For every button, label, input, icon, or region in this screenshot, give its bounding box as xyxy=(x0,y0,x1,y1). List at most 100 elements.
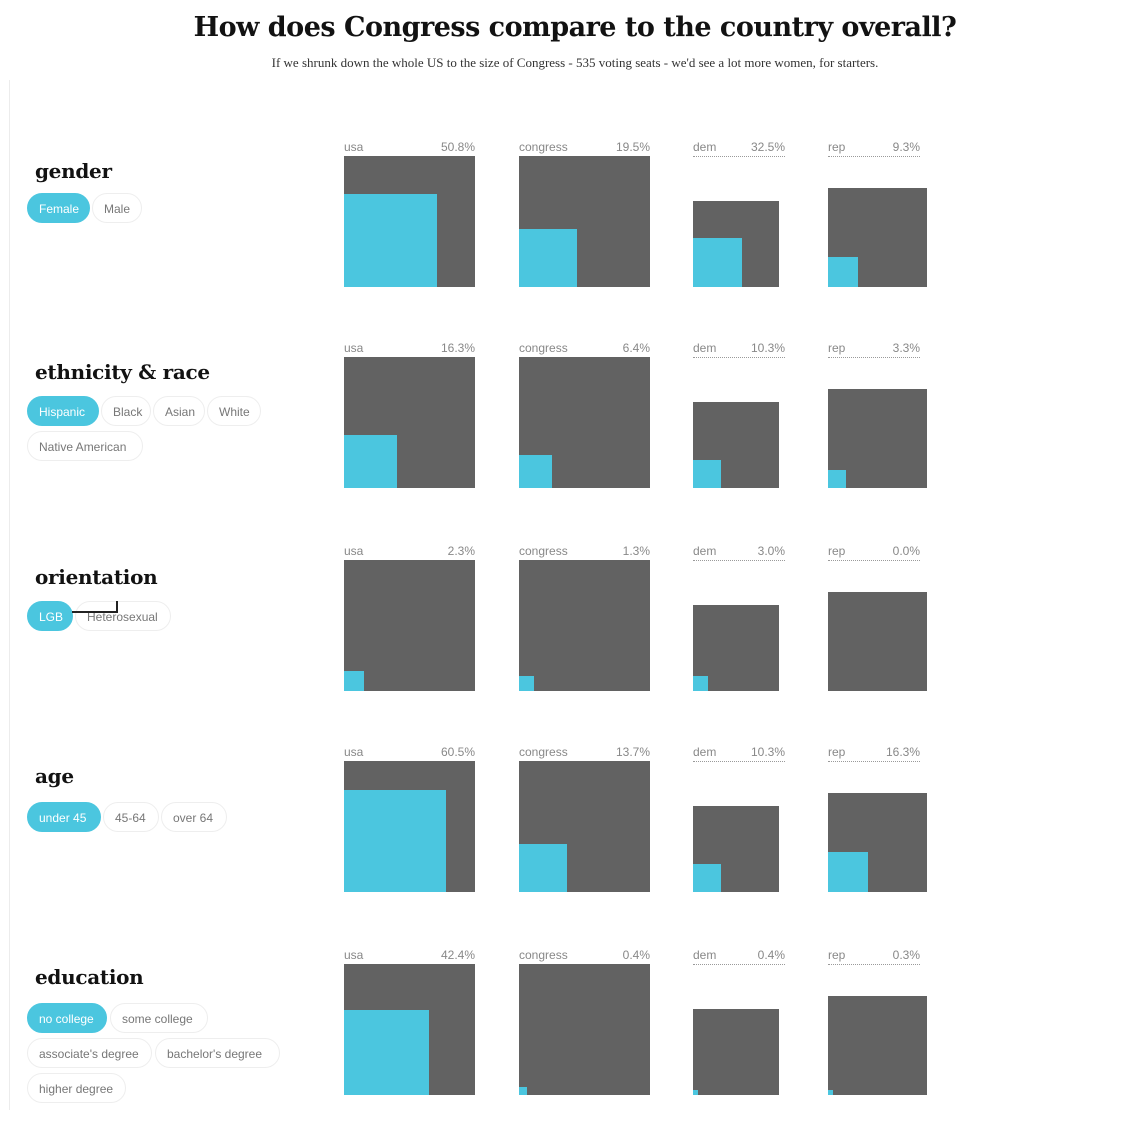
congress-percent-label: 19.5% xyxy=(615,140,650,154)
usa-label: usa xyxy=(344,948,364,962)
page-title: How does Congress compare to the country… xyxy=(193,12,957,43)
dem-square xyxy=(693,806,779,892)
rep-header: rep 9.3% xyxy=(828,138,920,157)
section-age: age under 45 45-64 over 64 usa 60.5% congress 1… xyxy=(0,740,1135,930)
usa-header: usa 42.4% xyxy=(344,946,475,965)
congress-square xyxy=(519,761,650,892)
usa-header: usa 50.8% xyxy=(344,138,475,157)
rep-square xyxy=(828,793,927,892)
option-male[interactable]: Male xyxy=(92,193,142,223)
dem-fill xyxy=(693,864,721,892)
congress-square xyxy=(519,357,650,488)
congress-fill xyxy=(519,454,553,488)
option-native-american[interactable]: Native American xyxy=(27,431,143,461)
option-some-college[interactable]: some college xyxy=(110,1003,208,1033)
dem-header: dem 10.3% xyxy=(693,743,785,762)
option-black[interactable]: Black xyxy=(101,396,151,426)
option-higher-degree[interactable]: higher degree xyxy=(27,1073,126,1103)
congress-label: congress xyxy=(519,948,568,962)
usa-square xyxy=(344,761,475,892)
congress-header: congress 0.4% xyxy=(519,946,650,965)
dem-header: dem 3.0% xyxy=(693,542,785,561)
section-gender: gender Female Male usa 50.8% congress 19.5% dem… xyxy=(0,135,1135,325)
category-label: gender xyxy=(35,159,112,183)
usa-percent-label: 60.5% xyxy=(440,745,475,759)
usa-square xyxy=(344,964,475,1095)
usa-fill xyxy=(344,435,397,488)
congress-fill xyxy=(519,843,568,892)
rep-label: rep xyxy=(828,948,846,962)
dem-fill xyxy=(693,237,743,287)
option-heterosexual[interactable]: Heterosexual xyxy=(75,601,171,631)
usa-label: usa xyxy=(344,341,364,355)
dem-header: dem 10.3% xyxy=(693,339,785,358)
rep-square xyxy=(828,389,927,488)
usa-label: usa xyxy=(344,140,364,154)
rep-percent-label: 0.3% xyxy=(892,948,920,962)
rep-percent-label: 16.3% xyxy=(885,745,920,759)
rep-header: rep 16.3% xyxy=(828,743,920,762)
dem-percent-label: 0.4% xyxy=(757,948,785,962)
congress-header: congress 13.7% xyxy=(519,743,650,762)
usa-header: usa 16.3% xyxy=(344,339,475,358)
option-45-64[interactable]: 45-64 xyxy=(103,802,159,832)
rep-percent-label: 0.0% xyxy=(892,544,920,558)
dem-percent-label: 3.0% xyxy=(757,544,785,558)
rep-fill xyxy=(828,852,868,892)
dem-label: dem xyxy=(693,948,717,962)
option-no-college[interactable]: no college xyxy=(27,1003,107,1033)
usa-header: usa 2.3% xyxy=(344,542,475,561)
option-hispanic[interactable]: Hispanic xyxy=(27,396,99,426)
dem-square xyxy=(693,1009,779,1095)
section-education: education no college some college associate… xyxy=(0,943,1135,1133)
usa-fill xyxy=(344,671,364,691)
usa-percent-label: 42.4% xyxy=(440,948,475,962)
rep-fill xyxy=(828,1089,834,1095)
option-white[interactable]: White xyxy=(207,396,261,426)
rep-header: rep 0.3% xyxy=(828,946,920,965)
rep-label: rep xyxy=(828,341,846,355)
congress-fill xyxy=(519,1086,528,1095)
cursor-line xyxy=(116,601,118,613)
congress-label: congress xyxy=(519,544,568,558)
congress-header: congress 19.5% xyxy=(519,138,650,157)
dem-square xyxy=(693,201,779,287)
congress-percent-label: 13.7% xyxy=(615,745,650,759)
page-subtitle: If we shrunk down the whole US to the si… xyxy=(271,55,879,70)
option-under-45[interactable]: under 45 xyxy=(27,802,101,832)
usa-fill xyxy=(344,193,438,287)
category-label: ethnicity & race xyxy=(35,360,210,384)
option-associates-degree[interactable]: associate's degree xyxy=(27,1038,152,1068)
dem-fill xyxy=(693,676,708,691)
congress-percent-label: 6.4% xyxy=(622,341,650,355)
left-rule xyxy=(9,80,10,1110)
option-asian[interactable]: Asian xyxy=(153,396,205,426)
section-ethnicity-and-race: ethnicity & race Hispanic Black Asian White N… xyxy=(0,336,1135,526)
rep-label: rep xyxy=(828,544,846,558)
rep-percent-label: 3.3% xyxy=(892,341,920,355)
congress-label: congress xyxy=(519,745,568,759)
congress-header: congress 1.3% xyxy=(519,542,650,561)
dem-header: dem 32.5% xyxy=(693,138,785,157)
dem-label: dem xyxy=(693,544,717,558)
dem-label: dem xyxy=(693,341,717,355)
category-label: age xyxy=(35,764,74,788)
rep-percent-label: 9.3% xyxy=(892,140,920,154)
dem-percent-label: 10.3% xyxy=(750,745,785,759)
option-over-64[interactable]: over 64 xyxy=(161,802,227,832)
rep-label: rep xyxy=(828,745,846,759)
option-lgb[interactable]: LGB xyxy=(27,601,73,631)
category-label: orientation xyxy=(35,565,158,589)
option-bachelors-degree[interactable]: bachelor's degree xyxy=(155,1038,280,1068)
usa-label: usa xyxy=(344,544,364,558)
congress-square xyxy=(519,560,650,691)
usa-percent-label: 2.3% xyxy=(447,544,475,558)
dem-header: dem 0.4% xyxy=(693,946,785,965)
congress-square xyxy=(519,156,650,287)
dem-fill xyxy=(693,460,721,488)
usa-percent-label: 50.8% xyxy=(440,140,475,154)
dem-label: dem xyxy=(693,745,717,759)
option-female[interactable]: Female xyxy=(27,193,90,223)
category-label: education xyxy=(35,965,144,989)
usa-label: usa xyxy=(344,745,364,759)
